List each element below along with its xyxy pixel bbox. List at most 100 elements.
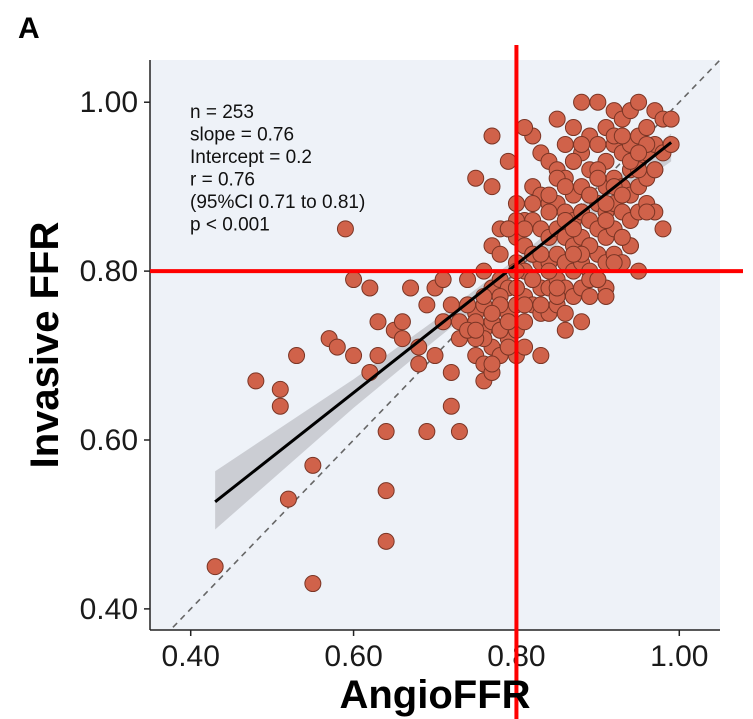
data-point: [393, 313, 411, 331]
y-axis-title: Invasive FFR: [23, 222, 67, 469]
data-point: [646, 161, 664, 179]
data-point: [459, 271, 477, 289]
data-point: [597, 211, 615, 229]
data-point: [418, 423, 436, 441]
data-point: [247, 372, 265, 390]
data-point: [377, 482, 395, 500]
data-point: [271, 380, 289, 398]
data-point: [499, 220, 517, 238]
regression-line-group: [214, 141, 673, 503]
y-tick-label: 1.00: [80, 86, 138, 119]
data-point: [532, 296, 550, 314]
data-points-group: [206, 93, 680, 593]
data-point: [499, 313, 517, 331]
data-point: [288, 347, 306, 365]
data-point: [662, 135, 680, 153]
data-point: [271, 397, 289, 415]
data-point: [548, 110, 566, 128]
x-tick-label: 0.60: [324, 640, 382, 673]
data-point: [613, 228, 631, 246]
data-point: [564, 119, 582, 137]
data-point: [410, 355, 428, 373]
data-point: [581, 186, 599, 204]
data-point: [499, 152, 517, 170]
data-point: [369, 347, 387, 365]
data-point: [345, 271, 363, 289]
data-point: [589, 169, 607, 187]
data-point: [516, 338, 534, 356]
data-point: [573, 135, 591, 153]
stats-line: Intercept = 0.2: [190, 147, 312, 168]
data-point: [279, 490, 297, 508]
data-point: [556, 321, 574, 339]
data-point: [613, 186, 631, 204]
data-point: [597, 287, 615, 305]
data-point: [662, 110, 680, 128]
data-point: [564, 245, 582, 263]
reference-lines-group: [150, 45, 743, 719]
data-point: [524, 195, 542, 213]
data-point: [336, 220, 354, 238]
stats-line: r = 0.76: [190, 170, 255, 191]
data-point: [564, 152, 582, 170]
data-point: [304, 575, 322, 593]
data-point: [467, 169, 485, 187]
data-point: [426, 347, 444, 365]
y-tick-label: 0.80: [80, 255, 138, 288]
data-point: [206, 558, 224, 576]
data-point: [540, 203, 558, 221]
data-point: [361, 279, 379, 297]
stats-line: (95%CI 0.71 to 0.81): [190, 192, 365, 213]
data-point: [483, 304, 501, 322]
data-point: [483, 178, 501, 196]
data-point: [516, 119, 534, 137]
data-point: [499, 338, 517, 356]
data-point: [450, 423, 468, 441]
data-point: [418, 296, 436, 314]
data-point: [605, 254, 623, 272]
data-point: [516, 220, 534, 238]
stats-line: p < 0.001: [190, 215, 270, 236]
data-point: [483, 355, 501, 373]
data-point: [630, 93, 648, 111]
data-point: [516, 296, 534, 314]
data-point: [434, 271, 452, 289]
data-point: [442, 363, 460, 381]
y-tick-label: 0.40: [80, 593, 138, 626]
data-point: [442, 296, 460, 314]
data-point: [638, 203, 656, 221]
data-point: [369, 313, 387, 331]
data-point: [556, 178, 574, 196]
data-point: [524, 271, 542, 289]
y-tick-label: 0.60: [80, 424, 138, 457]
data-point: [589, 135, 607, 153]
data-point: [638, 119, 656, 137]
data-point: [377, 532, 395, 550]
x-tick-label: 0.40: [162, 640, 220, 673]
data-point: [654, 220, 672, 238]
data-point: [402, 279, 420, 297]
stats-line: n = 253: [190, 102, 254, 123]
stats-line: slope = 0.76: [190, 125, 294, 146]
data-point: [630, 144, 648, 162]
panel-label: A: [18, 12, 40, 45]
regression-line: [214, 141, 673, 503]
data-point: [589, 93, 607, 111]
data-point: [345, 347, 363, 365]
data-point: [573, 313, 591, 331]
x-ticks-group: 0.40 0.60 0.80 1.00: [162, 630, 708, 673]
data-point: [491, 245, 509, 263]
data-point: [556, 304, 574, 322]
y-ticks-group: 0.40 0.60 0.80 1.00: [80, 86, 150, 626]
data-point: [532, 347, 550, 365]
data-point: [573, 93, 591, 111]
data-point: [581, 287, 599, 305]
data-point: [467, 321, 485, 339]
data-point: [556, 135, 574, 153]
data-point: [483, 127, 501, 145]
data-point: [589, 271, 607, 289]
data-point: [304, 456, 322, 474]
